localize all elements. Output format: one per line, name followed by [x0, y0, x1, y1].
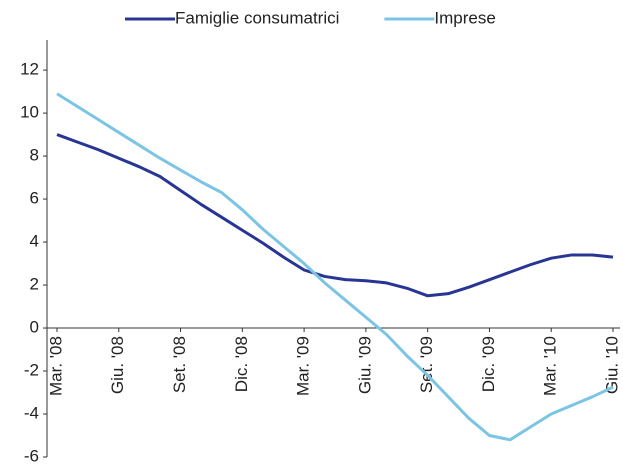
- x-tick-label: Giu. '09: [355, 336, 374, 394]
- series-line: [56, 133, 614, 298]
- y-tick-label: 2: [30, 275, 39, 294]
- x-tick-label: Mar. '08: [46, 336, 65, 396]
- series-line: [56, 92, 614, 442]
- x-tick-label: Mar. '09: [294, 336, 313, 396]
- y-tick-label: 4: [30, 232, 39, 251]
- legend-label: Imprese: [434, 8, 495, 27]
- legend-label: Famiglie consumatrici: [175, 8, 339, 27]
- x-tick-label: Set. '08: [170, 336, 189, 393]
- x-tick-label: Mar. '10: [541, 336, 560, 396]
- y-tick-label: 6: [30, 189, 39, 208]
- x-tick-label: Giu. '08: [108, 336, 127, 394]
- y-tick-label: -2: [24, 361, 39, 380]
- y-tick-label: 8: [30, 146, 39, 165]
- x-tick-label: Dic. '09: [479, 336, 498, 392]
- y-tick-label: 10: [20, 103, 39, 122]
- y-tick-label: 12: [20, 60, 39, 79]
- x-tick-label: Giu. '10: [602, 336, 621, 394]
- x-tick-label: Dic. '08: [232, 336, 251, 392]
- y-tick-label: -4: [24, 403, 39, 422]
- y-tick-label: -6: [24, 446, 39, 464]
- x-tick-label: Set. '09: [417, 336, 436, 393]
- y-tick-label: 0: [30, 318, 39, 337]
